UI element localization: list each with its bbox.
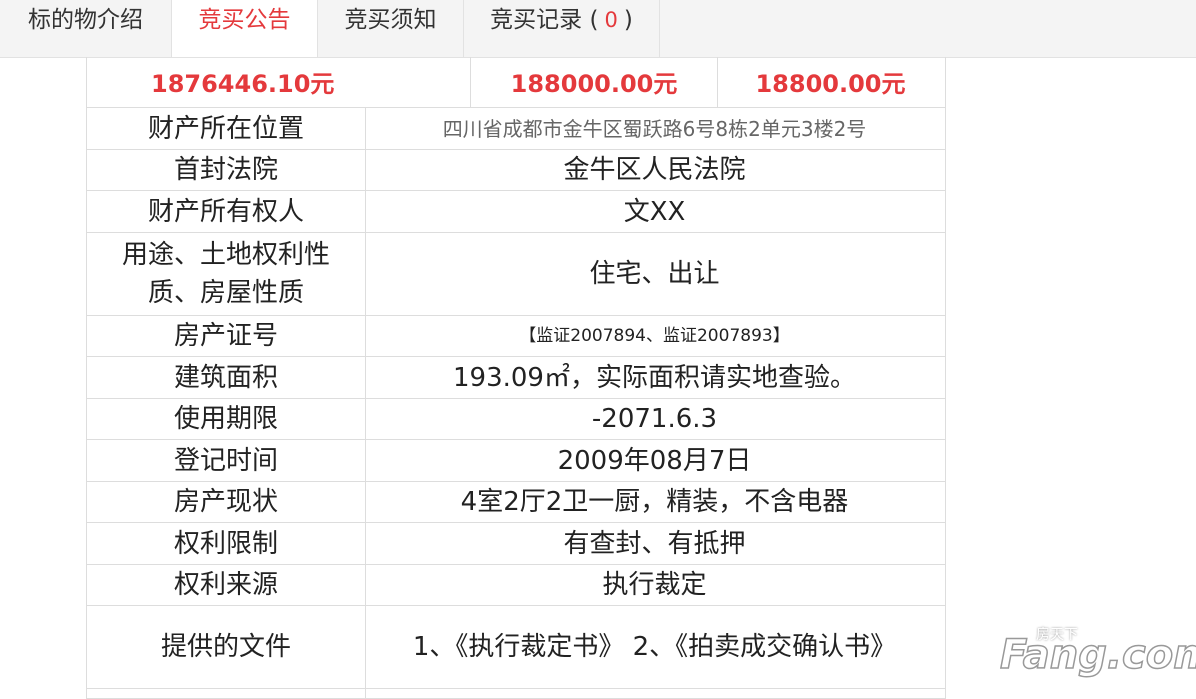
row-label: 用途、土地权利性质、房屋性质: [87, 233, 366, 315]
row-label: 权利来源: [87, 565, 366, 605]
row-label: 房产现状: [87, 482, 366, 522]
row-value: 四川省成都市金牛区蜀跃路6号8栋2单元3楼2号: [442, 116, 867, 141]
table-row: 财产所有权人 文XX: [87, 191, 945, 233]
table-row: 用途、土地权利性质、房屋性质 住宅、出让: [87, 233, 945, 316]
row-label: 房产证号: [87, 316, 366, 356]
price-cell: 18800.00元: [755, 70, 906, 98]
row-label: 财产所在位置: [87, 108, 366, 149]
price-cell: 188000.00元: [471, 57, 718, 107]
row-label: 使用期限: [87, 399, 366, 439]
table-row: 房产现状 4室2厅2卫一厨，精装，不含电器: [87, 482, 945, 523]
table-row-partial: [87, 689, 945, 699]
table-row: 首封法院 金牛区人民法院: [87, 150, 945, 191]
tab-close: ): [623, 7, 633, 33]
tab-record[interactable]: 竞买记录 (0): [464, 0, 660, 57]
row-value: 2009年08月7日: [557, 445, 752, 476]
watermark-text: 房天下: [1036, 627, 1078, 643]
price-cell: 1876446.10元: [87, 57, 471, 107]
table-row: 房产证号 【监证2007894、监证2007893】: [87, 316, 945, 357]
tab-label: 竞买记录 (: [490, 7, 599, 33]
row-value: 执行裁定: [602, 570, 707, 600]
row-value: 4室2厅2卫一厨，精装，不含电器: [460, 487, 849, 517]
row-value: 住宅、出让: [589, 259, 720, 289]
tab-active[interactable]: 竞买公告: [172, 0, 318, 57]
row-label: 财产所有权人: [87, 191, 366, 232]
table-row: 登记时间 2009年08月7日: [87, 440, 945, 482]
info-table: 1876446.10元 188000.00元 18800.00元 财产所在位置 四…: [86, 57, 946, 699]
row-value: 有查封、有抵押: [563, 528, 746, 559]
table-row: 权利来源 执行裁定: [87, 565, 945, 606]
price-row: 1876446.10元 188000.00元 18800.00元: [87, 57, 945, 108]
row-label-empty: [87, 689, 366, 699]
row-label: 登记时间: [87, 440, 366, 481]
table-row: 权利限制 有查封、有抵押: [87, 523, 945, 565]
row-value: 文XX: [623, 196, 686, 227]
record-count: 0: [604, 8, 618, 32]
table-row: 建筑面积 193.09㎡，实际面积请实地查验。: [87, 357, 945, 399]
table-row: 提供的文件 1、《执行裁定书》 2、《拍卖成交确认书》: [87, 606, 945, 689]
row-label: 首封法院: [87, 150, 366, 190]
tab[interactable]: 竞买须知: [318, 0, 464, 57]
row-label: 权利限制: [87, 523, 366, 564]
row-value: 【监证2007894、监证2007893】: [519, 326, 790, 346]
row-value: 1、《执行裁定书》 2、《拍卖成交确认书》: [412, 632, 897, 662]
row-label: 提供的文件: [87, 606, 366, 688]
table-row: 使用期限 -2071.6.3: [87, 399, 945, 440]
table-row: 财产所在位置 四川省成都市金牛区蜀跃路6号8栋2单元3楼2号: [87, 108, 945, 150]
watermark-logo: Fang.com: [999, 631, 1196, 679]
row-value: 193.09㎡，实际面积请实地查验。: [453, 362, 856, 393]
tab[interactable]: 标的物介绍: [0, 0, 172, 57]
row-label: 建筑面积: [87, 357, 366, 398]
watermark: Fang.com 房天下: [999, 618, 1196, 688]
row-value: 金牛区人民法院: [563, 155, 746, 185]
tab-bar: 标的物介绍 竞买公告 竞买须知 竞买记录 (0): [0, 0, 1196, 58]
row-value: -2071.6.3: [591, 404, 718, 434]
